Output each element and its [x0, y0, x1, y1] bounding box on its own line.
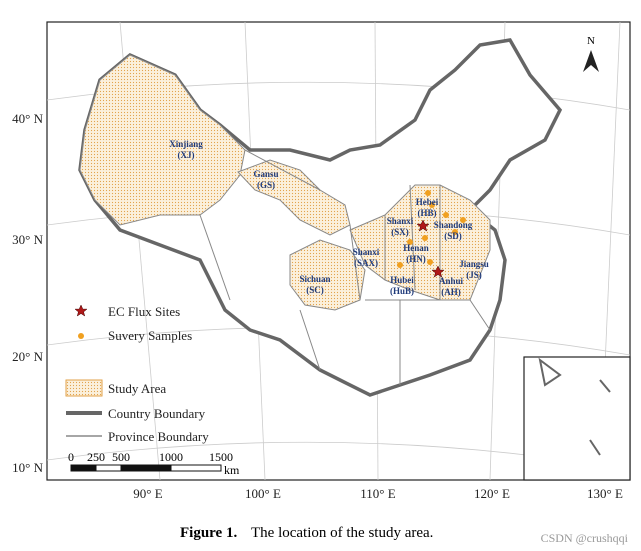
scale-label: 250 — [87, 450, 105, 464]
province-name: Gansu — [253, 169, 278, 179]
country — [78, 38, 563, 397]
sites — [74, 190, 466, 339]
inset-frame — [523, 356, 631, 481]
province-abbr: (SD) — [444, 231, 462, 241]
inset-islands — [538, 357, 611, 456]
province-boundaries — [199, 149, 491, 385]
legend-label: EC Flux Sites — [108, 304, 180, 319]
province-name: Hebei — [416, 197, 439, 207]
caption-label: Figure 1. — [180, 525, 237, 541]
north-label: N — [587, 35, 595, 47]
legend-label: Suvery Samples — [108, 328, 192, 343]
latitude-label: 40° N — [12, 111, 43, 126]
scale-unit: km — [224, 463, 240, 477]
province-name: Sichuan — [299, 274, 330, 284]
province-abbr: (SC) — [306, 285, 324, 295]
province-name: Shandong — [434, 220, 473, 230]
province-abbr: (SAX) — [354, 258, 378, 268]
latitude-label: 10° N — [12, 460, 43, 475]
province-abbr: (HB) — [418, 208, 437, 218]
province-name: Jiangsu — [459, 259, 489, 269]
legend-label: Study Area — [108, 381, 166, 396]
province-name: Hubei — [390, 275, 414, 285]
watermark: CSDN @crushqqi — [541, 531, 629, 545]
province-abbr: (AH) — [441, 287, 461, 297]
scale-label: 500 — [112, 450, 130, 464]
province-name: Xinjiang — [169, 139, 203, 149]
province-abbr: (XJ) — [178, 150, 195, 160]
longitude-label: 120° E — [474, 486, 510, 501]
longitude-label: 100° E — [245, 486, 281, 501]
latitude-label: 30° N — [12, 232, 43, 247]
longitude-label: 110° E — [360, 486, 395, 501]
province-abbr: (GS) — [257, 180, 275, 190]
province-name: Anhui — [439, 276, 464, 286]
province-abbr: (HN) — [406, 254, 426, 264]
province-abbr: (HuB) — [390, 286, 414, 296]
caption-text: The location of the study area. — [251, 525, 433, 541]
province-name: Henan — [403, 243, 429, 253]
study-area — [79, 54, 246, 226]
province-name: Shanxi — [353, 247, 380, 257]
latitude-label: 20° N — [12, 349, 43, 364]
province-abbr: (JS) — [466, 270, 482, 280]
legend-study-swatch — [65, 379, 103, 397]
legend-label: Country Boundary — [108, 406, 206, 421]
scale-label: 1000 — [159, 450, 183, 464]
province-abbr: (SX) — [391, 227, 409, 237]
scale-label: 0 — [68, 450, 74, 464]
province-name: Shanxi — [387, 216, 414, 226]
scale-label: 1500 — [209, 450, 233, 464]
longitude-label: 90° E — [133, 486, 162, 501]
north-arrow — [583, 50, 599, 72]
scale-bar — [70, 464, 222, 472]
legend-label: Province Boundary — [108, 429, 209, 444]
longitude-label: 130° E — [587, 486, 623, 501]
